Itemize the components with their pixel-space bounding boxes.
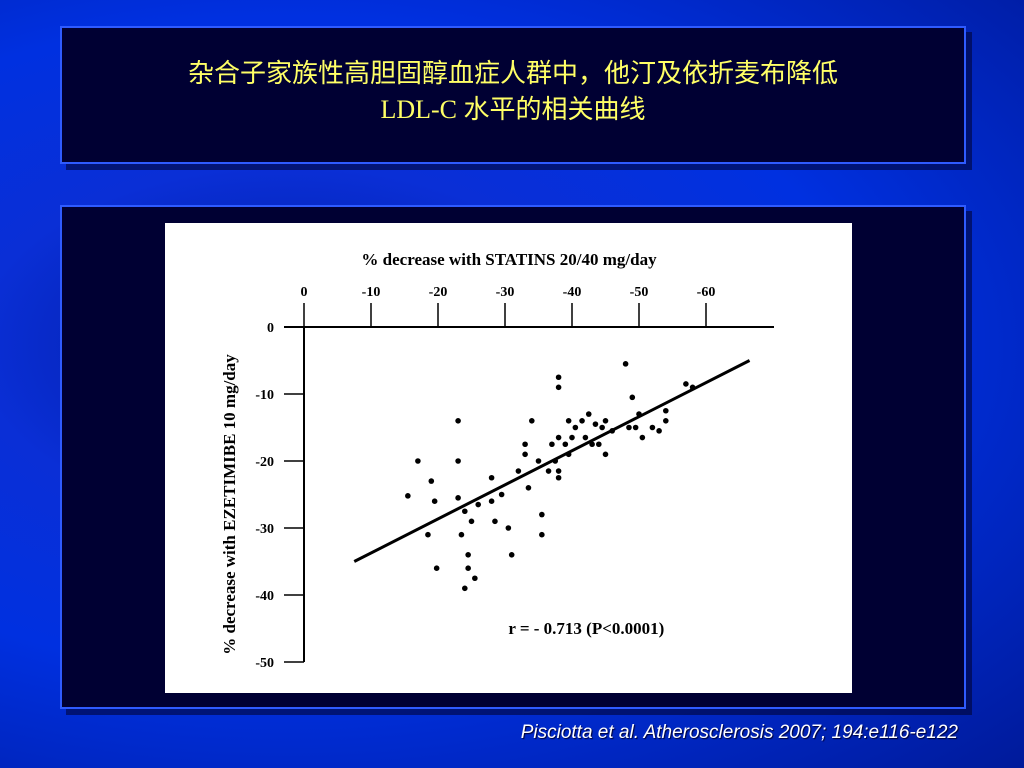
data-point: [636, 411, 642, 417]
data-point: [522, 441, 528, 448]
data-point: [582, 434, 589, 441]
data-point: [405, 493, 411, 499]
data-point: [508, 552, 515, 558]
x-tick-label: -10: [362, 285, 381, 300]
data-point: [683, 381, 689, 387]
data-point: [602, 418, 609, 424]
title-panel: 杂合子家族性高胆固醇血症人群中，他汀及依折麦布降低 LDL-C 水平的相关曲线: [60, 26, 966, 164]
y-tick-label: -40: [255, 589, 274, 604]
data-point: [488, 474, 495, 481]
data-point: [549, 441, 555, 448]
data-point: [592, 421, 599, 427]
data-point: [498, 491, 505, 498]
trendline: [353, 359, 751, 563]
data-point: [492, 518, 498, 525]
data-point: [649, 424, 656, 431]
data-point: [522, 451, 528, 458]
data-point: [562, 441, 569, 448]
data-point: [488, 498, 495, 505]
data-point: [505, 525, 512, 531]
data-point: [475, 501, 482, 508]
data-point: [529, 418, 535, 424]
x-tick-label: -20: [429, 285, 448, 300]
data-point: [589, 441, 595, 448]
data-point: [555, 434, 562, 441]
data-point: [465, 552, 471, 558]
data-point: [472, 575, 478, 582]
data-point: [539, 511, 545, 518]
data-point: [552, 458, 559, 464]
x-tick-label: -60: [697, 285, 716, 300]
y-tick-label: -20: [255, 455, 274, 470]
data-point: [458, 531, 465, 538]
data-point: [689, 384, 696, 391]
correlation-annotation: r = - 0.713 (P<0.0001): [508, 619, 664, 638]
scatter-chart: 0 -10 -20 -30 -40 -50 -60 0 -10 -20 -30 -40 -50 % dec…: [220, 250, 774, 671]
y-tick-label: -10: [255, 388, 274, 403]
data-point: [433, 565, 440, 571]
data-point: [622, 361, 629, 367]
data-point: [555, 384, 562, 391]
data-point: [629, 394, 636, 401]
data-point: [431, 498, 438, 505]
data-point: [515, 468, 522, 474]
data-point: [579, 418, 585, 424]
data-point: [639, 434, 646, 441]
data-point: [525, 485, 532, 491]
data-point: [626, 424, 632, 431]
data-point: [569, 434, 575, 441]
data-point: [663, 418, 669, 424]
y-tick-label: 0: [267, 321, 274, 336]
chart-area: 0 -10 -20 -30 -40 -50 -60 0 -10 -20 -30 -40 -50 % dec…: [165, 223, 852, 693]
x-tick-label: -40: [563, 285, 582, 300]
data-point: [656, 428, 662, 434]
x-tick-label: 0: [301, 285, 308, 300]
data-point: [455, 458, 461, 464]
slide-title: 杂合子家族性高胆固醇血症人群中，他汀及依折麦布降低 LDL-C 水平的相关曲线: [62, 56, 964, 128]
data-point: [555, 468, 562, 474]
data-point: [565, 451, 572, 458]
x-axis-title: % decrease with STATINS 20/40 mg/day: [361, 250, 657, 269]
data-point: [599, 424, 605, 431]
data-point: [632, 424, 639, 431]
data-point: [425, 531, 431, 538]
data-point: [602, 451, 609, 458]
data-point: [535, 458, 542, 464]
x-tick-label: -30: [496, 285, 515, 300]
data-point: [609, 428, 615, 434]
data-point: [545, 468, 552, 474]
data-point: [596, 441, 602, 448]
data-point: [468, 518, 475, 525]
slide-title-line2: LDL-C 水平的相关曲线: [380, 95, 646, 124]
data-point: [539, 531, 545, 538]
y-tick-label: -30: [255, 522, 274, 537]
data-point: [428, 478, 435, 484]
data-point: [462, 585, 468, 592]
data-point: [565, 418, 572, 424]
y-axis-title: % decrease with EZETIMIBE 10 mg/day: [220, 354, 239, 655]
data-point: [415, 458, 421, 464]
data-point: [572, 424, 579, 431]
y-tick-label: -50: [255, 656, 274, 671]
data-point: [663, 407, 669, 414]
data-point: [465, 565, 471, 571]
data-point: [555, 374, 562, 381]
citation: Pisciotta et al. Atherosclerosis 2007; 1…: [520, 722, 958, 743]
data-point: [585, 411, 592, 417]
x-tick-label: -50: [630, 285, 649, 300]
data-point: [455, 495, 461, 501]
data-point: [555, 474, 562, 481]
data-point: [462, 508, 468, 515]
data-point: [455, 418, 461, 424]
slide-title-line1: 杂合子家族性高胆固醇血症人群中，他汀及依折麦布降低: [187, 59, 838, 88]
chart-panel: 0 -10 -20 -30 -40 -50 -60 0 -10 -20 -30 -40 -50 % dec…: [60, 205, 966, 709]
